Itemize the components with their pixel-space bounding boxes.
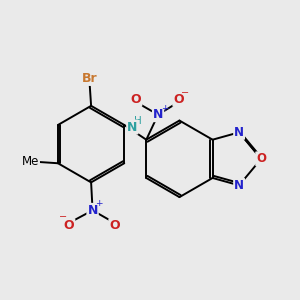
Text: O: O bbox=[131, 93, 141, 106]
Text: O: O bbox=[64, 219, 74, 232]
Text: O: O bbox=[173, 93, 184, 106]
Text: Br: Br bbox=[82, 72, 98, 85]
Text: O: O bbox=[256, 152, 266, 165]
Text: N: N bbox=[234, 179, 244, 192]
Text: −: − bbox=[182, 88, 190, 98]
Text: +: + bbox=[161, 104, 168, 113]
Text: O: O bbox=[110, 219, 120, 232]
Text: N: N bbox=[234, 126, 244, 139]
Text: N: N bbox=[127, 121, 137, 134]
Text: +: + bbox=[95, 200, 103, 208]
Text: H: H bbox=[134, 116, 142, 126]
Text: N: N bbox=[87, 204, 98, 217]
Text: N: N bbox=[153, 108, 163, 121]
Text: −: − bbox=[59, 212, 67, 222]
Text: Me: Me bbox=[22, 155, 39, 168]
